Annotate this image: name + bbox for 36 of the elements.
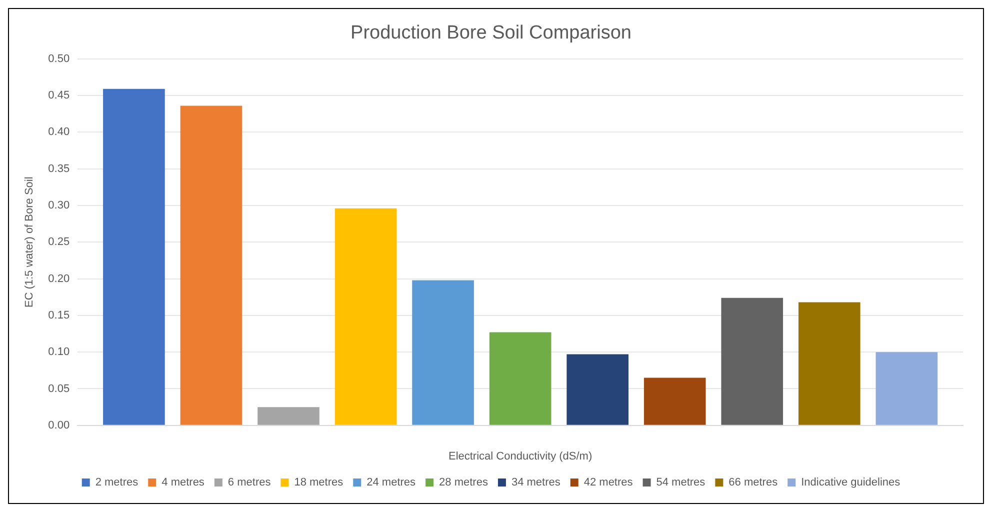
y-tick-label: 0.30 (48, 199, 70, 212)
bar (798, 302, 860, 425)
chart-title: Production Bore Soil Comparison (350, 22, 632, 44)
legend-label: 6 metres (228, 476, 272, 489)
bar (489, 332, 552, 425)
y-tick-label: 0.00 (48, 419, 70, 432)
legend-label: 54 metres (656, 476, 706, 489)
bar (334, 208, 397, 425)
y-tick-label: 0.05 (48, 382, 70, 395)
bar (103, 88, 165, 425)
bar (258, 407, 320, 425)
y-tick-label: 0.40 (48, 126, 70, 138)
legend-label: 42 metres (584, 476, 634, 489)
legend-label: 2 metres (95, 476, 139, 489)
legend-label: 4 metres (162, 476, 205, 489)
x-axis-title: Electrical Conductivity (dS/m) (448, 450, 592, 462)
bar (566, 354, 628, 425)
legend-label: Indicative guidelines (801, 476, 901, 489)
y-axis-title: EC (1:5 water) of Bore Soil (24, 176, 36, 308)
legend-label: 18 metres (294, 476, 344, 489)
bar (876, 352, 938, 425)
y-tick-label: 0.50 (48, 52, 70, 65)
y-tick-label: 0.10 (48, 346, 70, 358)
legend-label: 28 metres (439, 476, 488, 489)
bar (180, 106, 242, 425)
bar (721, 298, 784, 425)
y-tick-label: 0.15 (48, 309, 70, 322)
y-tick-label: 0.45 (48, 89, 70, 102)
bar (412, 280, 474, 425)
legend-label: 24 metres (366, 476, 416, 489)
y-tick-label: 0.25 (48, 236, 70, 248)
y-tick-label: 0.20 (48, 272, 70, 285)
legend-label: 34 metres (511, 476, 561, 489)
bar (644, 378, 706, 425)
y-tick-label: 0.35 (48, 162, 70, 175)
legend-label: 66 metres (728, 476, 778, 489)
